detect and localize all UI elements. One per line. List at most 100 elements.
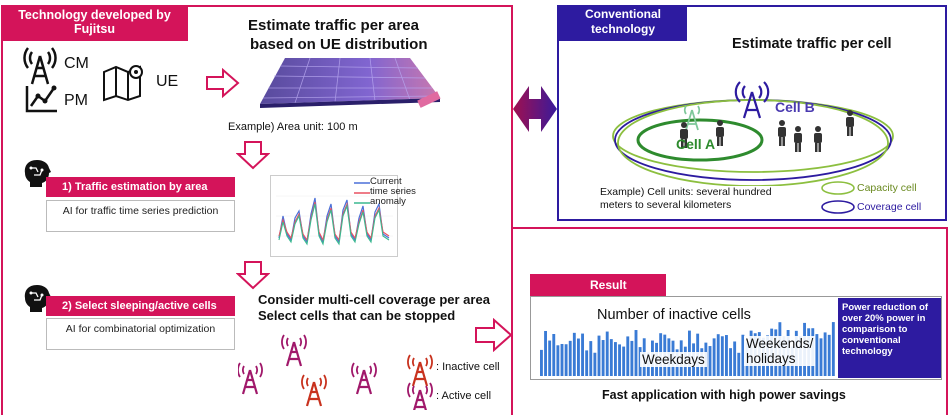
bar bbox=[729, 348, 732, 376]
result-border-right bbox=[946, 227, 948, 415]
chart-legend: Current time series anomaly bbox=[370, 177, 416, 207]
weekdays-label: Weekdays bbox=[640, 352, 707, 367]
bar bbox=[634, 330, 638, 376]
bar bbox=[544, 330, 547, 376]
bar bbox=[618, 344, 621, 376]
bar bbox=[831, 322, 835, 376]
cm-label: CM bbox=[64, 55, 89, 72]
result-chart-title: Number of inactive cells bbox=[595, 307, 753, 323]
cell-a-tower-icon bbox=[683, 105, 701, 131]
bar bbox=[720, 336, 724, 376]
bar bbox=[540, 349, 543, 376]
bar bbox=[823, 332, 827, 376]
example-area: Example) Area unit: 100 m bbox=[228, 121, 358, 133]
time-series-chart bbox=[270, 175, 398, 257]
bar bbox=[716, 334, 720, 376]
traffic-heatmap bbox=[260, 57, 441, 108]
active-tower-icon bbox=[280, 333, 308, 368]
bar bbox=[572, 332, 576, 376]
bar bbox=[712, 338, 716, 376]
pm-label: PM bbox=[64, 92, 88, 109]
power-reduction-box: Power reduction of over 20% power in com… bbox=[838, 298, 941, 378]
bar bbox=[614, 342, 617, 376]
time-series-lines bbox=[276, 195, 393, 246]
conventional-title: Estimate traffic per cell bbox=[732, 36, 892, 52]
bar bbox=[601, 340, 605, 376]
step2-label: 2) Select sleeping/active cells bbox=[46, 296, 235, 316]
conv-example-line1: Example) Cell units: several hundred bbox=[600, 186, 772, 198]
arrow-down-icon bbox=[236, 141, 270, 170]
user-icons bbox=[680, 110, 854, 152]
active-tower-icon bbox=[406, 381, 434, 410]
bar bbox=[589, 341, 593, 376]
bar bbox=[827, 334, 831, 376]
cell-b-label: Cell B bbox=[775, 99, 815, 115]
consider-line2: Select cells that can be stopped bbox=[258, 308, 456, 323]
ue-label: UE bbox=[156, 73, 179, 90]
bar bbox=[819, 338, 823, 376]
fujitsu-panel bbox=[1, 5, 513, 415]
bar bbox=[556, 345, 560, 376]
conventional-tab: Conventional technology bbox=[559, 5, 687, 41]
weekends-line1: Weekends/ bbox=[746, 336, 814, 351]
cell-diagram bbox=[612, 81, 894, 186]
bar bbox=[581, 333, 584, 376]
fujitsu-tab: Technology developed by Fujitsu bbox=[1, 5, 188, 41]
coverage-cell-label: Coverage cell bbox=[857, 201, 922, 213]
cell-legend-swatches bbox=[821, 181, 855, 214]
step1-label: 1) Traffic estimation by area bbox=[46, 177, 235, 197]
conv-example-line2: meters to several kilometers bbox=[600, 199, 732, 211]
bar bbox=[609, 339, 613, 376]
step1-sub: AI for traffic time series prediction bbox=[46, 200, 235, 232]
ai-brain-icon bbox=[24, 160, 51, 187]
antenna-icon bbox=[23, 47, 57, 85]
bar bbox=[552, 334, 556, 376]
chart-line-icon bbox=[25, 85, 57, 113]
bar bbox=[622, 346, 626, 376]
bar bbox=[597, 335, 601, 376]
legend-time-series: time series bbox=[370, 186, 416, 197]
ai-brain-icon bbox=[24, 285, 51, 312]
bar bbox=[585, 350, 589, 376]
bar bbox=[564, 344, 568, 376]
capacity-cell-label: Capacity cell bbox=[857, 182, 917, 194]
bar bbox=[737, 352, 741, 376]
fast-application-text: Fast application with high power savings bbox=[602, 388, 846, 402]
legend-current: Current bbox=[370, 176, 402, 187]
bar bbox=[630, 340, 634, 376]
cell-b-tower-icon bbox=[734, 81, 770, 119]
bar bbox=[626, 336, 630, 376]
area-title-line2: based on UE distribution bbox=[250, 36, 428, 53]
chart-legend-lines bbox=[354, 182, 370, 204]
active-cell-legend: : Active cell bbox=[436, 390, 492, 402]
active-tower-icon bbox=[350, 361, 378, 396]
active-tower-icon bbox=[238, 361, 264, 396]
consider-line1: Consider multi-cell coverage per area bbox=[258, 292, 490, 307]
weekends-line2: holidays bbox=[746, 351, 796, 366]
inactive-tower-icon bbox=[406, 353, 434, 388]
inactive-cell-legend: : Inactive cell bbox=[436, 361, 500, 373]
inactive-tower-icon bbox=[300, 373, 328, 408]
bar bbox=[568, 340, 572, 376]
bar bbox=[815, 334, 819, 376]
bar bbox=[548, 340, 552, 376]
result-tab: Result bbox=[530, 274, 666, 296]
cell-a-label: Cell A bbox=[676, 136, 716, 152]
bar bbox=[733, 341, 737, 376]
bar bbox=[577, 338, 580, 376]
bar bbox=[560, 343, 564, 376]
weekends-label: Weekends/ holidays bbox=[744, 336, 816, 366]
bar bbox=[725, 335, 728, 376]
legend-anomaly: anomaly bbox=[370, 196, 406, 207]
bar bbox=[741, 334, 745, 376]
arrow-right-icon bbox=[475, 318, 513, 352]
double-arrow-icon bbox=[513, 86, 557, 132]
bar bbox=[593, 352, 597, 376]
area-title-line1: Estimate traffic per area bbox=[248, 17, 419, 34]
arrow-right-icon bbox=[206, 68, 240, 98]
map-icon bbox=[103, 65, 143, 102]
arrow-down-icon bbox=[236, 261, 270, 290]
result-border-top bbox=[512, 227, 948, 229]
step2-sub: AI for combinatorial optimization bbox=[46, 318, 235, 350]
bar bbox=[708, 346, 712, 376]
